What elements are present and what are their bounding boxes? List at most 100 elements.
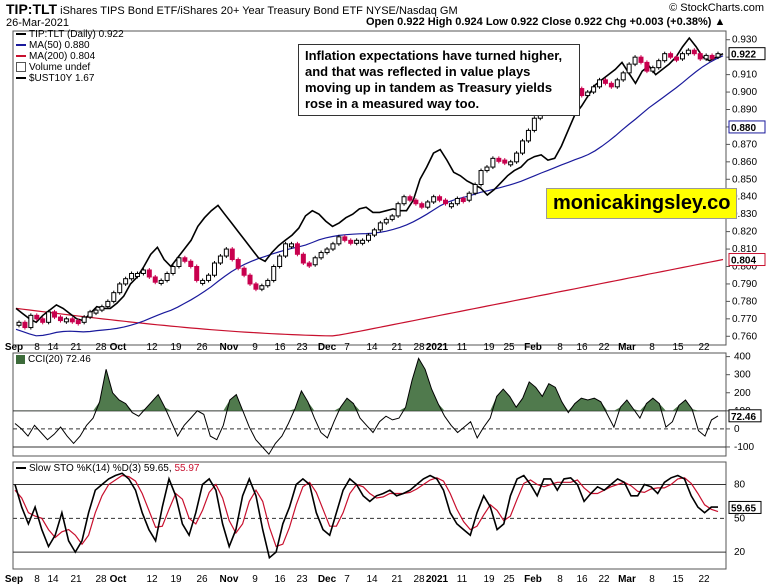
x-axis-label-bottom: 22 [598,574,610,585]
candle-body [508,161,514,166]
candle-body [206,274,212,281]
value-tag-box [728,47,766,61]
x-axis-label-mid: 28 [413,342,425,353]
x-axis-label-bottom: 28 [413,574,425,585]
candle-body [472,184,478,194]
cci-panel-frame [12,352,727,457]
x-axis-label-bottom: 7 [344,574,350,585]
candle-body [697,53,703,60]
candle-body [591,86,597,93]
candle-body [679,53,685,60]
candle-body [164,272,170,281]
cci-value-tag-box [728,409,762,423]
candle-body [170,266,176,274]
price-y-label: 0.760 [732,331,757,342]
candle-body [632,56,638,65]
sto-panel: 20 50 80 59.65 [13,472,762,560]
candle-body [140,269,146,274]
x-axis-label-bottom: 15 [672,574,684,585]
value-tag-label: 0.880 [731,123,756,134]
candle-body [324,248,330,254]
value-tag-box [728,253,766,267]
x-axis-label-bottom: 16 [576,574,588,585]
candle-body [152,276,158,283]
candle-body [99,306,105,311]
x-axis-label-mid: Dec [318,342,337,353]
candle-body [75,320,81,325]
x-axis-label-mid: 28 [95,342,107,353]
candle-body [40,318,46,323]
x-axis-label-bottom: 12 [146,574,158,585]
x-axis-label-mid: 23 [296,342,308,353]
candle-body [685,49,691,55]
candle-body [229,248,235,261]
cci-line [14,357,719,456]
x-axis-label-mid: 12 [146,342,158,353]
sto-panel-frame [12,461,727,570]
x-axis-label-bottom: 21 [70,574,82,585]
candle-body [16,321,22,326]
candle-body [176,257,182,267]
x-axis-label-mid: Sep [5,342,23,353]
candle-body [419,203,425,208]
x-axis-label-mid: 8 [557,342,563,353]
candle-body [336,236,342,245]
ust10y-line [15,36,724,324]
x-axis-label-mid: 8 [34,342,40,353]
candle-body [709,54,715,59]
candle-body [300,253,306,264]
cci-y-label: 0 [734,424,740,435]
symbol: TIP:TLT [6,1,58,17]
price-y-label: 0.870 [732,139,757,150]
candle-body [52,311,58,318]
candle-body [460,197,466,202]
candle-body [93,309,99,314]
candle-body [579,88,585,97]
price-y-label: 0.850 [732,174,757,185]
candle-body [63,318,69,323]
candle-body [366,234,371,241]
candle-body [129,272,135,280]
candle-body [674,56,680,61]
candle-body [146,269,152,278]
sto-y-label: 80 [734,480,746,491]
x-axis-label-mid: 11 [457,342,468,353]
annotation-box: Inflation expectations have turned highe… [298,44,580,116]
price-y-label: 0.930 [732,35,757,46]
candle-body [585,91,591,97]
candle-body [383,218,389,224]
x-axis-label-mid: 16 [576,342,588,353]
candle-body [514,152,520,163]
x-axis-label-bottom: 21 [391,574,403,585]
candle-body [608,82,614,88]
brand-label: monicakingsley.co [546,188,738,219]
candle-body [466,192,472,201]
watermark: © StockCharts.com [669,2,764,14]
candle-body [241,267,247,276]
x-axis-label-bottom: 26 [196,574,208,585]
candle-body [407,196,413,201]
candle-body [437,196,443,201]
x-axis-middle: Sep 8 14 21 28 Oct 12 19 26 Nov 9 16 23 Dec 7 14 21 28 202… [5,342,710,353]
x-axis-label-mid: 15 [672,342,684,353]
candle-body [28,314,34,329]
candle-body [265,279,271,287]
candle-body [395,203,401,217]
candle-body [200,279,206,284]
x-axis-label-mid: 26 [196,342,208,353]
x-axis-label-mid: 19 [483,342,495,353]
candle-body [626,63,632,74]
price-legend: TIP:TLT (Daily) 0.922 MA(50) 0.880 MA(20… [16,29,124,84]
x-axis-label-mid: Nov [220,342,239,353]
candle-body [247,274,253,285]
candle-body [277,255,283,267]
candle-body [454,197,460,205]
x-axis-label-mid: Feb [524,342,542,353]
x-axis-label-bottom: 28 [95,574,107,585]
price-y-label: 0.810 [732,244,757,255]
x-axis-label-bottom: Feb [524,574,542,585]
candle-body [703,54,709,60]
x-axis-label-bottom: Mar [618,574,636,585]
candle-body [656,60,662,69]
cci-y-label: 300 [734,370,751,381]
